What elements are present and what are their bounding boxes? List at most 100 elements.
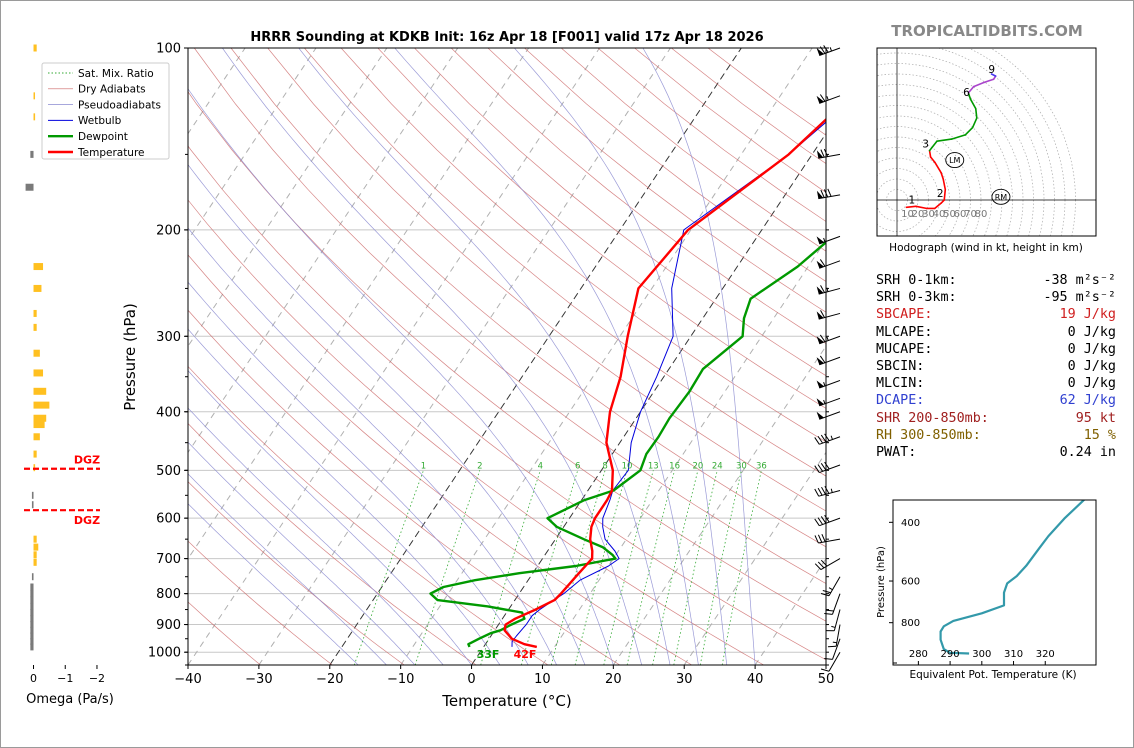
barb-shaft [819,411,841,420]
height-label: 9 [988,64,995,76]
pseudoadiabat [188,370,472,665]
pseudoadiabat [188,441,416,665]
wind-barb [816,259,841,269]
param-row: MLCIN: 0 J/kg [876,375,1116,392]
watermark: TROPICALTIDBITS.COM [891,22,1083,40]
skewt-panel: 1 2 4 6 8 10 13 16 20 24 30 36 −40 −30 −20 −10 0 10 20 30 4… [0,42,841,710]
barb-full [820,149,825,158]
dry-adiabat [188,309,621,665]
wind-barb [816,334,841,345]
barb-full [819,259,826,267]
omega-bar [30,609,34,617]
barb-full [817,487,823,496]
dry-adiabat [304,48,826,477]
x-tick-label: 50 [818,672,835,687]
barb-full [821,486,826,495]
omega-bar [31,491,34,499]
hodograph-segment [915,205,928,210]
legend-entry: Sat. Mix. Ratio [78,68,154,80]
barb-full [817,435,824,444]
wind-barbs [814,45,841,672]
barb-shaft [819,379,841,389]
omega-bar [33,421,45,429]
pseudoadiabat [188,328,501,665]
omega-bar [33,323,37,331]
hodograph-segment [974,107,978,119]
theta-e-line [939,500,1086,655]
omega-bar [33,558,37,566]
barb-shaft [819,517,841,527]
barb-full [814,488,820,497]
y-tick-label: 600 [156,512,181,527]
isotherm [683,451,826,665]
barb-full [824,486,830,494]
mixing-ratio-label: 6 [575,461,580,471]
dgz-markers: DGZ DGZ [24,454,100,527]
mixing-ratio-label: 10 [622,461,633,471]
dry-adiabat [487,48,826,313]
skewt-ylabel: Pressure (hPa) [121,303,139,411]
barb-flag [816,411,825,420]
theta-y-tick-label: 800 [901,618,920,629]
hodograph-segment [933,202,942,210]
barb-full [814,465,820,473]
omega-tick-label: −2 [89,672,105,685]
barb-full [825,609,834,612]
barb-full [820,668,830,672]
barb-full [827,188,832,197]
dgz-label: DGZ [74,454,100,467]
omega-bar [33,263,44,271]
legend-entry: Dry Adiabats [78,84,146,96]
storm-motion-label: LM [949,156,960,165]
barb-flag [816,260,825,269]
omega-bar [33,450,37,458]
wind-barb [820,651,841,672]
omega-bar [33,433,40,441]
hodograph-segment [967,92,972,100]
x-tick-label: 30 [676,672,693,687]
barb-half [823,237,826,243]
theta-x-tick-label: 320 [1036,649,1055,660]
theta-x-tick-label: 280 [909,649,928,660]
barb-shaft [819,397,841,407]
theta-e-trace [939,500,1086,655]
omega-bar [30,632,34,640]
height-label: 2 [937,188,944,200]
omega-bar [30,150,34,158]
isotherm [0,48,32,665]
height-label: 1 [909,194,916,206]
barb-half [829,47,833,52]
legend-box [41,62,170,160]
mixing-ratio-line [353,470,424,665]
pseudoadiabat [188,473,387,665]
omega-bars [25,44,50,651]
theta-x-tick-label: 310 [1004,649,1023,660]
dry-adiabat [188,145,826,661]
barb-shaft [819,95,841,104]
omega-bar [30,626,34,634]
omega-bar [30,602,34,610]
height-label: 3 [922,139,929,151]
barb-full [817,534,823,543]
mixing-ratio-line [721,470,762,665]
theta-e-ticks: 280 290 300 310 320 400 600 800 [889,518,1055,665]
barb-half [830,435,833,440]
barb-shaft [832,593,841,615]
dry-adiabat [188,481,405,665]
hodograph-frame [876,47,1097,237]
hodograph-segment [983,78,995,84]
barb-shaft [820,558,841,571]
dry-adiabat [188,365,549,665]
barb-full [822,589,831,594]
hodograph-segment [969,98,977,110]
omega-bar [30,590,34,598]
hodograph-segment [964,126,974,136]
param-value: 0.24 in [1059,444,1116,460]
barb-flag [816,48,825,56]
omega-tick-label: −1 [57,672,73,685]
temperature-trace [503,117,826,649]
omega-bar [30,637,34,645]
param-label: MUCAPE: [876,341,933,357]
wind-barb [816,45,841,56]
